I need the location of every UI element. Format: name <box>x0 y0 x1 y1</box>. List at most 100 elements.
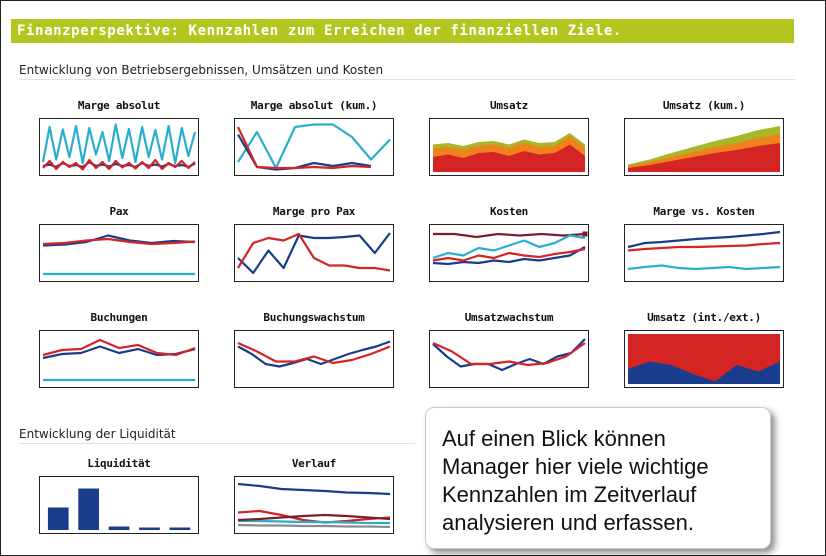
chart-frame <box>624 330 784 388</box>
chart-marge-vs-kosten: Marge vs. Kosten <box>624 205 784 282</box>
chart-buchungen: Buchungen <box>39 311 199 388</box>
chart-liquiditaet: Liquidität <box>39 457 199 534</box>
section-heading-liquidity: Entwicklung der Liquidität <box>19 427 176 441</box>
area-series <box>628 143 780 172</box>
line-series <box>237 523 391 529</box>
chart-plot <box>39 224 199 282</box>
chart-frame <box>39 330 199 388</box>
chart-title: Liquidität <box>87 457 151 470</box>
chart-plot <box>429 330 589 388</box>
line-series <box>237 513 391 522</box>
line-series <box>432 246 586 266</box>
chart-umsatz-int-ext: Umsatz (int./ext.) <box>624 311 784 388</box>
chart-plot <box>624 224 784 282</box>
line-series <box>433 232 586 239</box>
chart-frame <box>234 476 394 534</box>
chart-pax: Pax <box>39 205 199 282</box>
bar <box>108 526 130 530</box>
chart-title: Umsatz (int./ext.) <box>647 311 761 324</box>
chart-title: Umsatzwachstum <box>464 311 554 324</box>
line-series <box>42 234 196 247</box>
callout-box: Auf einen Blick können Manager hier viel… <box>425 407 771 549</box>
chart-frame <box>234 224 394 282</box>
line-series <box>238 519 390 525</box>
chart-title: Marge absolut (kum.) <box>250 99 378 112</box>
chart-frame <box>429 330 589 388</box>
callout-line: analysieren und erfassen. <box>442 510 694 535</box>
chart-title: Marge vs. Kosten <box>653 205 755 218</box>
line-series <box>42 338 196 357</box>
line-series <box>432 341 586 367</box>
line-series <box>432 338 586 372</box>
chart-title: Marge absolut <box>77 99 161 112</box>
line-series <box>237 232 391 275</box>
bar <box>139 527 160 530</box>
chart-title: Umsatz (kum.) <box>662 99 746 112</box>
chart-plot <box>429 118 589 176</box>
chart-frame <box>624 118 784 176</box>
chart-umsatz: Umsatz <box>429 99 589 176</box>
line-series <box>237 482 391 496</box>
chart-frame <box>624 224 784 282</box>
line-series <box>432 247 586 262</box>
line-series <box>237 232 391 272</box>
chart-title: Umsatz <box>490 99 528 112</box>
chart-frame <box>234 118 394 176</box>
callout-line: Auf einen Blick können <box>442 426 666 451</box>
chart-plot <box>624 118 784 176</box>
section-divider <box>19 79 795 80</box>
chart-plot <box>39 330 199 388</box>
chart-frame <box>39 476 199 534</box>
chart-title: Buchungen <box>90 311 148 324</box>
line-series <box>237 123 391 170</box>
chart-marge-absolut-kum: Marge absolut (kum.) <box>234 99 394 176</box>
chart-frame <box>429 224 589 282</box>
line-series <box>627 230 781 249</box>
line-series <box>237 340 391 368</box>
chart-plot <box>234 118 394 176</box>
line-series <box>627 241 781 252</box>
chart-title: Kosten <box>490 205 528 218</box>
chart-title: Pax <box>109 205 129 218</box>
chart-plot <box>234 224 394 282</box>
section-divider <box>19 443 415 444</box>
bar <box>78 488 99 530</box>
chart-plot <box>624 330 784 388</box>
chart-title: Verlauf <box>291 457 337 470</box>
chart-frame <box>429 118 589 176</box>
line-series <box>627 264 781 271</box>
area-series <box>628 361 780 384</box>
line-series <box>432 234 586 260</box>
line-series <box>237 133 372 171</box>
chart-umsatzwachstum: Umsatzwachstum <box>429 311 589 388</box>
chart-marge-pro-pax: Marge pro Pax <box>234 205 394 282</box>
chart-marge-absolut: Marge absolut <box>39 99 199 176</box>
chart-kosten: Kosten <box>429 205 589 282</box>
chart-frame <box>234 330 394 388</box>
section-heading-operations: Entwicklung von Betriebsergebnissen, Ums… <box>19 63 384 77</box>
line-series <box>237 341 391 365</box>
callout-line: Kennzahlen im Zeitverlauf <box>442 482 697 507</box>
series-marker <box>582 231 588 237</box>
chart-plot <box>39 118 199 176</box>
chart-title: Buchungswachstum <box>263 311 365 324</box>
chart-verlauf: Verlauf <box>234 457 394 534</box>
chart-frame <box>39 224 199 282</box>
chart-plot <box>429 224 589 282</box>
line-series <box>237 126 372 170</box>
line-series <box>42 158 196 171</box>
callout-line: Manager hier viele wichtige <box>442 454 709 479</box>
chart-plot <box>234 330 394 388</box>
chart-title: Marge pro Pax <box>272 205 356 218</box>
bar <box>47 507 69 530</box>
line-series <box>42 237 196 246</box>
page-title: Finanzperspektive: Kennzahlen zum Erreic… <box>11 19 794 43</box>
chart-frame <box>39 118 199 176</box>
chart-plot <box>234 476 394 534</box>
area-series <box>433 144 585 172</box>
chart-plot <box>39 476 199 534</box>
chart-umsatz-kum: Umsatz (kum.) <box>624 99 784 176</box>
chart-buchungswachstum: Buchungswachstum <box>234 311 394 388</box>
line-series <box>41 123 197 165</box>
